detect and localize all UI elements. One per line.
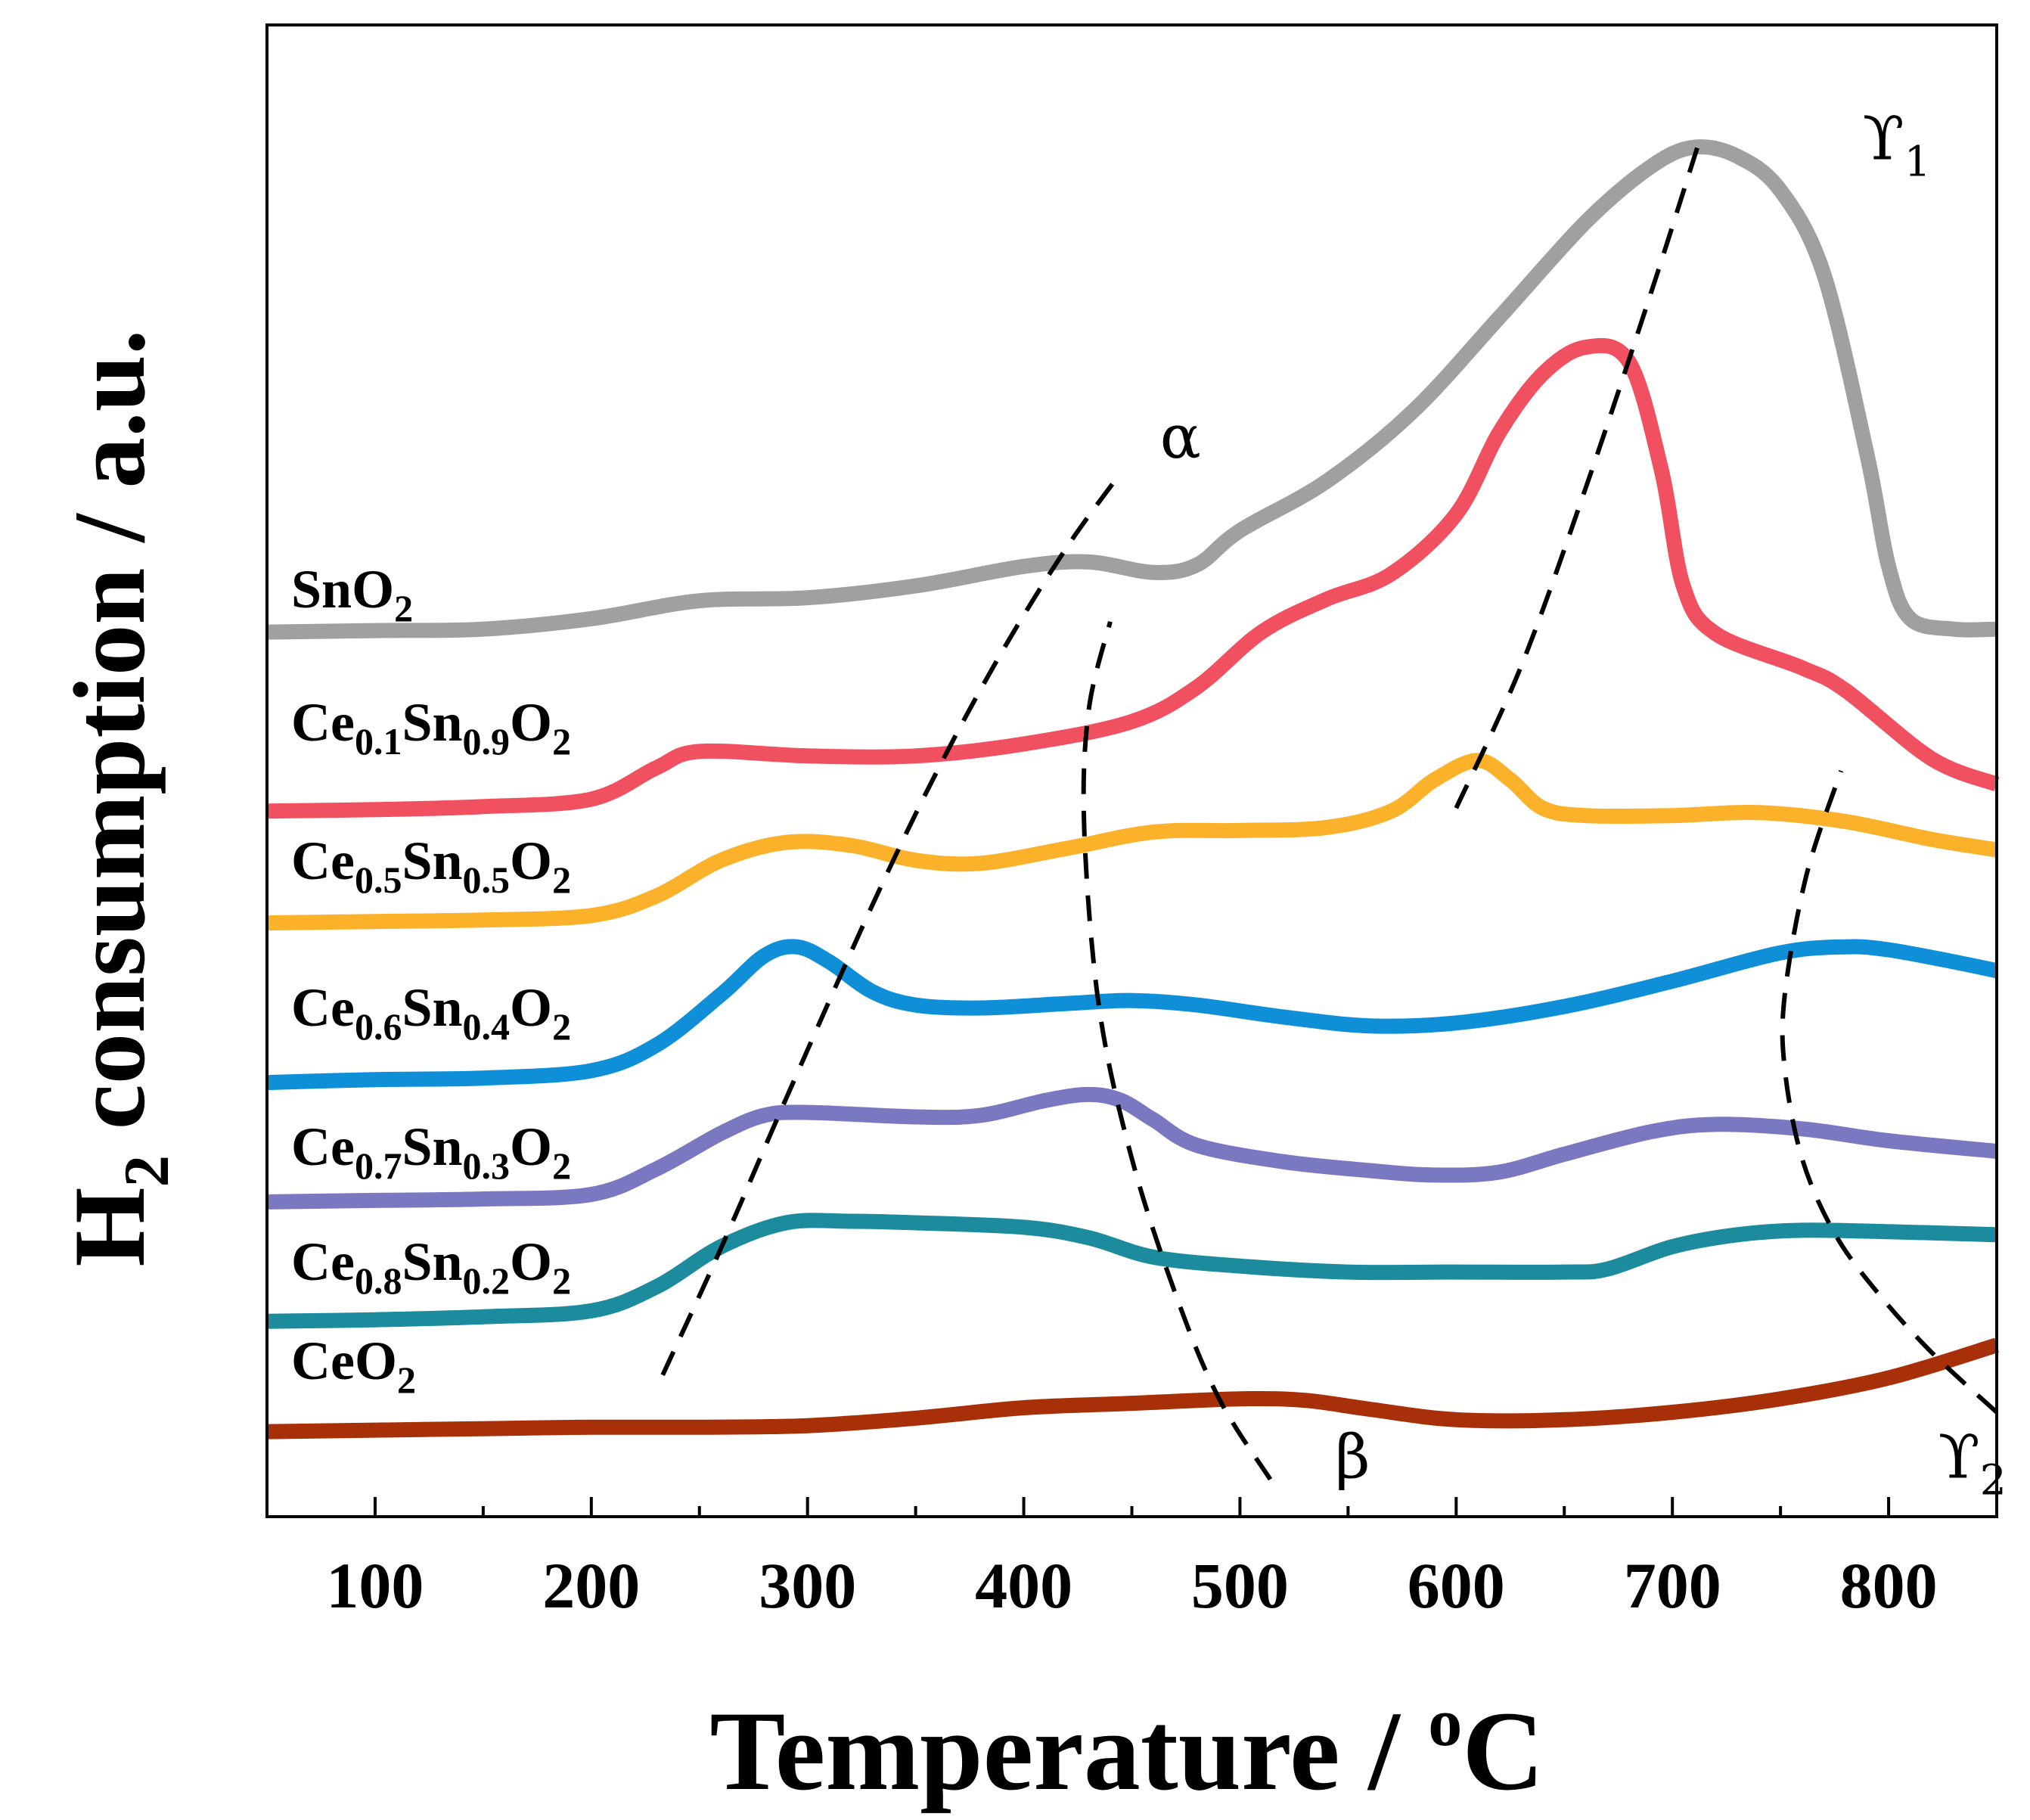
series-label-1: Ce0.1Sn0.9O2 xyxy=(291,692,571,762)
peak-guide-lines xyxy=(660,143,1999,1481)
x-axis-ticks: 100 200 300 400 500 600 700 800 xyxy=(265,1497,1998,1622)
x-tick-label: 800 xyxy=(1840,1549,1938,1622)
x-axis-title: Temperature / oC xyxy=(709,1685,1544,1814)
series-label-5: Ce0.8Sn0.2O2 xyxy=(291,1231,571,1302)
series-label-0: SnO2 xyxy=(291,559,413,629)
guide-line-gamma2 xyxy=(1780,770,1999,1415)
guide-line-alpha xyxy=(660,471,1123,1376)
x-tick-label: 600 xyxy=(1408,1549,1505,1622)
series-line-4 xyxy=(266,1086,1997,1210)
guide-line-beta xyxy=(1081,621,1273,1481)
guide-line-gamma1 xyxy=(1454,143,1701,809)
series-line-1 xyxy=(266,337,2000,819)
annotation-alpha: α xyxy=(1160,402,1201,472)
series-line-2 xyxy=(266,753,1998,931)
series-label-3: Ce0.6Sn0.4O2 xyxy=(291,977,571,1048)
series-label-6: CeO2 xyxy=(291,1331,416,1401)
x-tick-label: 700 xyxy=(1624,1549,1721,1622)
series-line-0 xyxy=(266,139,1997,640)
x-tick-label: 300 xyxy=(759,1549,856,1622)
x-tick-label: 500 xyxy=(1191,1549,1289,1622)
series-labels: SnO2 Ce0.1Sn0.9O2 Ce0.5Sn0.5O2 Ce0.6Sn0.4O2… xyxy=(291,559,571,1401)
x-tick-label: 200 xyxy=(542,1549,640,1622)
annotation-gamma2: ϒ2 xyxy=(1938,1422,2007,1505)
y-axis-title: H2 consumption / a.u. xyxy=(54,329,182,1266)
annotation-beta: β xyxy=(1335,1422,1370,1492)
series-label-2: Ce0.5Sn0.5O2 xyxy=(291,831,571,901)
series-label-4: Ce0.7Sn0.3O2 xyxy=(291,1117,571,1187)
peak-annotations: α β ϒ1 ϒ2 xyxy=(1160,104,2007,1505)
series-lines xyxy=(266,139,2000,1440)
x-tick-label: 400 xyxy=(975,1549,1072,1622)
series-line-6 xyxy=(266,1337,1999,1440)
x-tick-label: 100 xyxy=(326,1549,424,1622)
series-line-3 xyxy=(266,939,1998,1091)
annotation-gamma1: ϒ1 xyxy=(1863,104,1931,186)
series-line-5 xyxy=(266,1213,1997,1329)
plot-frame xyxy=(265,23,1998,1518)
